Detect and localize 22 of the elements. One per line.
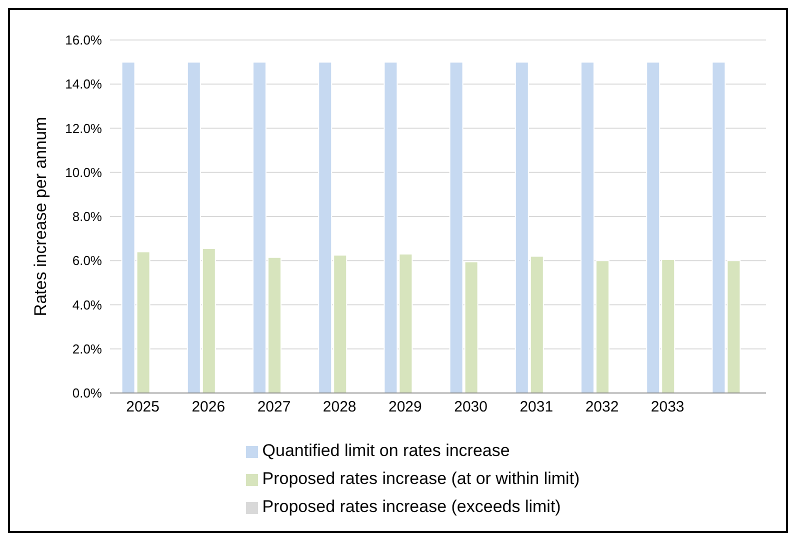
x-tick-label: 2032 bbox=[585, 398, 619, 416]
y-tick-label: 0.0% bbox=[72, 386, 102, 401]
x-tick-label: 2026 bbox=[192, 398, 226, 416]
y-tick-label: 6.0% bbox=[72, 253, 102, 268]
y-tick-label: 12.0% bbox=[65, 120, 102, 136]
y-tick-label: 4.0% bbox=[72, 297, 102, 312]
legend-label: Proposed rates increase (at or within limit) bbox=[262, 469, 580, 488]
x-tick-label: 2028 bbox=[322, 398, 356, 416]
y-tick-label: 14.0% bbox=[65, 76, 102, 92]
y-tick-label: 2.0% bbox=[72, 341, 102, 356]
legend-label: Proposed rates increase (exceeds limit) bbox=[262, 497, 561, 516]
x-tick-label: 2031 bbox=[520, 398, 554, 416]
y-tick-label: 8.0% bbox=[72, 209, 102, 224]
x-tick-label: 2030 bbox=[454, 398, 488, 416]
legend-label: Quantified limit on rates increase bbox=[262, 441, 510, 460]
y-axis-title: Rates increase per annum bbox=[31, 116, 50, 316]
x-tick-label: 2033 bbox=[650, 398, 684, 416]
x-tick-label: 2029 bbox=[388, 398, 422, 416]
y-tick-label: 10.0% bbox=[65, 164, 102, 180]
y-tick-label: 16.0% bbox=[65, 32, 102, 48]
x-tick-label: 2027 bbox=[257, 398, 291, 416]
x-tick-label: 2025 bbox=[126, 398, 160, 416]
